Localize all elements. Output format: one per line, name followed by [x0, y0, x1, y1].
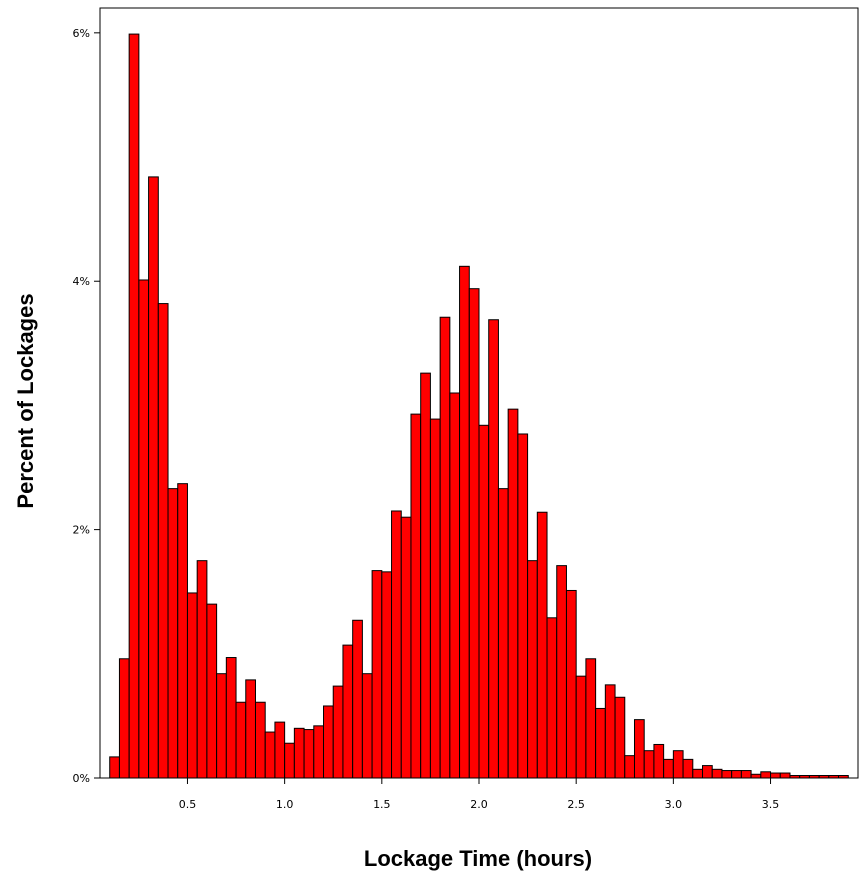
histogram-bar: [711, 768, 723, 779]
y-tick-label: 4%: [73, 275, 90, 288]
histogram-bar: [352, 619, 363, 779]
histogram-bar: [517, 433, 529, 779]
histogram-bar: [449, 392, 461, 779]
x-tick-label: 3.5: [762, 798, 780, 811]
histogram-bar: [595, 707, 606, 779]
histogram-bar: [624, 755, 635, 779]
y-tick-label: 6%: [73, 27, 90, 40]
x-tick-label: 2.0: [470, 798, 488, 811]
bars-layer: [109, 33, 849, 779]
histogram-bar: [527, 560, 538, 779]
x-tick-label: 0.5: [179, 798, 197, 811]
histogram-bar: [254, 701, 266, 779]
histogram-bar: [177, 483, 188, 779]
histogram-bar: [672, 750, 684, 779]
histogram-bar: [313, 725, 325, 779]
histogram-bar: [702, 765, 713, 779]
y-tick-label: 2%: [73, 524, 90, 537]
histogram-bar: [118, 658, 130, 779]
y-axis: 0% 2% 4% 6%: [73, 27, 100, 785]
histogram-bar: [109, 756, 120, 779]
histogram-bar: [692, 768, 704, 779]
histogram-bar: [138, 279, 150, 779]
histogram-bar: [420, 372, 431, 779]
histogram-bar: [614, 696, 626, 779]
histogram-bar: [731, 770, 742, 779]
histogram-bar: [497, 488, 509, 779]
x-tick-label: 1.5: [373, 798, 391, 811]
histogram-bar: [381, 571, 393, 779]
histogram-bar: [536, 511, 548, 779]
histogram-bar: [585, 658, 597, 779]
x-tick-label: 3.0: [665, 798, 683, 811]
histogram-bar: [721, 770, 733, 779]
y-axis-title: Percent of Lockages: [13, 293, 38, 508]
histogram-bar: [361, 673, 373, 779]
histogram-bar: [459, 265, 470, 779]
histogram-bar: [643, 750, 655, 779]
histogram-bar: [342, 644, 354, 779]
histogram-bar: [225, 657, 237, 779]
histogram-bar: [264, 731, 276, 779]
histogram-bar: [196, 560, 208, 779]
histogram-bar: [274, 721, 286, 779]
y-tick-label: 0%: [73, 772, 90, 785]
histogram-bar: [507, 408, 519, 779]
histogram-bar: [740, 770, 752, 779]
histogram-bar: [332, 685, 344, 779]
histogram-bar: [216, 673, 227, 779]
histogram-bar: [546, 617, 558, 779]
histogram-bar: [284, 742, 295, 779]
histogram-bar: [779, 772, 791, 779]
histogram-bar: [633, 719, 645, 779]
histogram-bar: [556, 565, 567, 779]
histogram-bar: [653, 743, 665, 779]
histogram-bar: [167, 488, 179, 779]
histogram-bar: [303, 729, 315, 779]
x-axis-title: Lockage Time (hours): [364, 846, 592, 871]
histogram-bar: [439, 316, 451, 779]
histogram-bar: [750, 773, 762, 779]
histogram-bar: [575, 675, 587, 779]
x-axis: 0.5 1.0 1.5 2.0 2.5 3.0 3.5: [179, 778, 780, 811]
histogram-bar: [186, 592, 198, 779]
histogram-bar: [604, 684, 616, 779]
histogram-bar: [760, 771, 772, 779]
x-tick-label: 2.5: [567, 798, 585, 811]
histogram-bar: [663, 758, 674, 779]
histogram-bar: [770, 772, 781, 779]
histogram-bar: [245, 679, 256, 779]
histogram-bar: [293, 727, 305, 779]
histogram-bar: [391, 510, 402, 779]
histogram-bar: [148, 176, 159, 779]
histogram-bar: [565, 589, 577, 779]
histogram-bar: [157, 303, 169, 779]
histogram-bar: [478, 424, 490, 779]
histogram-bar: [400, 516, 412, 779]
histogram-bar: [323, 705, 334, 779]
histogram-bar: [235, 701, 247, 779]
histogram-bar: [371, 570, 383, 779]
histogram-bar: [682, 758, 694, 779]
histogram-bar: [206, 603, 218, 779]
histogram-bar: [429, 418, 441, 779]
x-tick-label: 1.0: [276, 798, 294, 811]
histogram-bar: [410, 413, 422, 779]
histogram-bar: [128, 33, 140, 779]
histogram-bar: [468, 288, 480, 779]
histogram-bar: [488, 319, 499, 779]
